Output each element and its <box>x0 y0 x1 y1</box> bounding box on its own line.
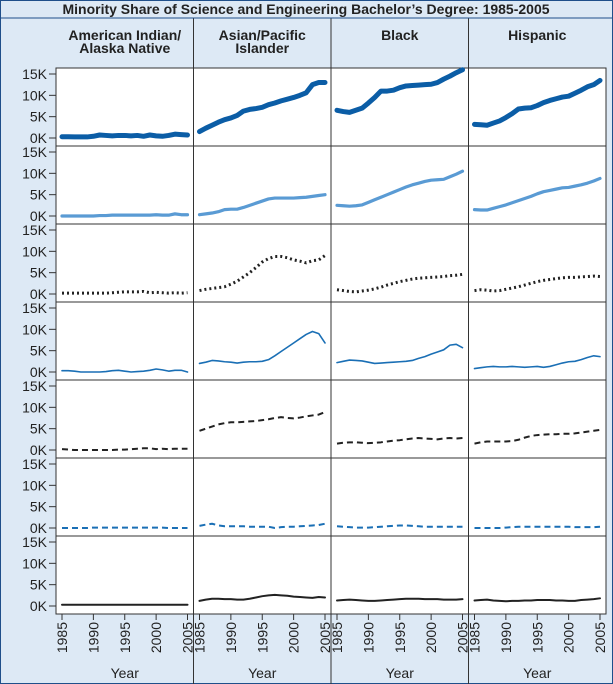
series-line <box>336 437 463 445</box>
x-axis-label: Year <box>523 665 552 681</box>
y-tick-label: 5K <box>30 421 48 437</box>
x-tick-label: 1995 <box>117 622 133 653</box>
series-line <box>61 447 188 451</box>
series-line <box>473 597 601 603</box>
x-tick-label: 1990 <box>498 622 514 653</box>
y-tick-label: 15K <box>22 378 48 394</box>
series-line <box>62 289 188 295</box>
series-line <box>61 368 189 373</box>
series-line <box>474 428 601 445</box>
y-tick-label: 5K <box>30 187 48 203</box>
x-tick-label: 2005 <box>317 622 333 653</box>
series-line <box>472 77 603 128</box>
x-tick-label: 1995 <box>529 622 545 653</box>
series-line <box>336 524 463 529</box>
x-tick-label: 1990 <box>360 622 376 653</box>
x-tick-label: 2005 <box>180 622 196 653</box>
y-tick-label: 10K <box>22 165 48 181</box>
series-line <box>199 411 326 432</box>
series-line <box>472 176 602 212</box>
y-tick-label: 15K <box>22 66 48 82</box>
series-line <box>474 525 601 529</box>
column-header: American Indian/Alaska Native <box>68 27 181 56</box>
y-tick-label: 0K <box>30 520 48 536</box>
series-line <box>334 67 465 115</box>
x-axis-label: Year <box>111 665 140 681</box>
y-tick-label: 10K <box>22 243 48 259</box>
series-line <box>336 272 463 294</box>
x-tick-label: 1985 <box>54 622 70 653</box>
y-tick-label: 0K <box>30 208 48 224</box>
y-tick-label: 5K <box>30 109 48 125</box>
chart-title: Minority Share of Science and Engineerin… <box>62 1 549 17</box>
y-tick-label: 0K <box>30 130 48 146</box>
x-tick-label: 1985 <box>467 622 483 653</box>
column-header: Black <box>381 27 419 43</box>
series-line <box>199 254 326 293</box>
x-axis-label: Year <box>248 665 277 681</box>
x-tick-label: 1995 <box>392 622 408 653</box>
series-line <box>199 522 326 529</box>
x-tick-label: 2005 <box>592 622 608 653</box>
x-tick-label: 1990 <box>223 622 239 653</box>
y-tick-label: 0K <box>30 598 48 614</box>
x-tick-label: 1990 <box>85 622 101 653</box>
y-tick-label: 10K <box>22 555 48 571</box>
y-tick-label: 5K <box>30 577 48 593</box>
series-line <box>336 343 464 365</box>
y-tick-label: 0K <box>30 442 48 458</box>
x-tick-label: 1985 <box>329 622 345 653</box>
x-tick-label: 2000 <box>561 622 577 653</box>
series-line <box>198 330 326 365</box>
y-tick-label: 0K <box>30 364 48 380</box>
y-tick-label: 10K <box>22 477 48 493</box>
column-header: Asian/Pacific Islander <box>219 27 306 56</box>
x-tick-label: 2000 <box>286 622 302 653</box>
series-line <box>197 80 328 135</box>
series-line <box>335 169 465 208</box>
series-line <box>59 131 190 140</box>
y-tick-label: 15K <box>22 144 48 160</box>
x-tick-label: 2005 <box>455 622 471 653</box>
y-tick-label: 5K <box>30 265 48 281</box>
x-tick-label: 1995 <box>254 622 270 653</box>
y-tick-label: 0K <box>30 286 48 302</box>
x-axis-label: Year <box>386 665 415 681</box>
x-tick-label: 1985 <box>192 622 208 653</box>
series-line <box>197 193 327 217</box>
y-tick-label: 15K <box>22 534 48 550</box>
y-tick-label: 15K <box>22 456 48 472</box>
x-tick-label: 2000 <box>148 622 164 653</box>
series-line <box>473 354 601 370</box>
series-line <box>60 212 190 218</box>
y-tick-label: 10K <box>22 87 48 103</box>
x-tick-label: 2000 <box>423 622 439 653</box>
y-tick-label: 5K <box>30 343 48 359</box>
series-line <box>474 274 601 293</box>
y-tick-label: 5K <box>30 499 48 515</box>
y-tick-label: 10K <box>22 399 48 415</box>
y-tick-label: 15K <box>22 222 48 238</box>
column-header: Hispanic <box>508 27 567 43</box>
series-line <box>198 593 326 602</box>
series-line <box>336 597 464 602</box>
y-tick-label: 10K <box>22 321 48 337</box>
y-tick-label: 15K <box>22 300 48 316</box>
